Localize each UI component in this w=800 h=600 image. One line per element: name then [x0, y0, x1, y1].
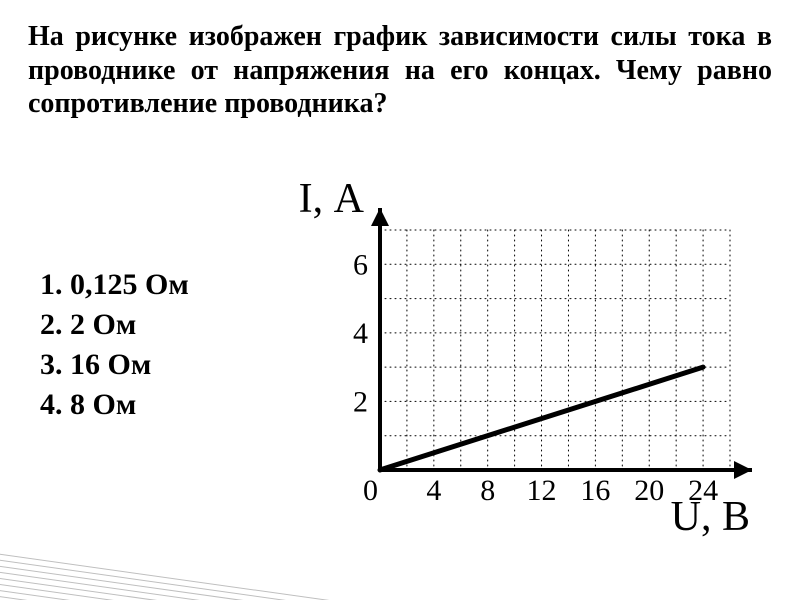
svg-text:4: 4 — [353, 317, 368, 350]
svg-text:2: 2 — [353, 385, 368, 418]
svg-text:12: 12 — [527, 474, 557, 507]
answer-option: 1. 0,125 Ом — [40, 268, 189, 302]
svg-text:16: 16 — [580, 474, 610, 507]
answer-option: 2. 2 Ом — [40, 308, 189, 342]
svg-text:6: 6 — [353, 248, 368, 281]
answer-option: 3. 16 Ом — [40, 348, 189, 382]
svg-text:8: 8 — [480, 474, 495, 507]
iv-chart-svg: 24648121620240I, АU, В — [300, 180, 780, 550]
answer-option: 4. 8 Ом — [40, 388, 189, 422]
corner-stripes-decoration — [0, 521, 333, 600]
svg-text:I, А: I, А — [300, 180, 365, 222]
answer-list: 1. 0,125 Ом 2. 2 Ом 3. 16 Ом 4. 8 Ом — [40, 268, 189, 428]
slide: На рисунке изображен график зависимости … — [0, 0, 800, 600]
svg-text:U, В: U, В — [671, 494, 750, 540]
svg-text:0: 0 — [363, 474, 378, 507]
svg-text:4: 4 — [426, 474, 441, 507]
iv-chart: 24648121620240I, АU, В — [300, 180, 780, 550]
question-text: На рисунке изображен график зависимости … — [28, 20, 772, 121]
svg-text:20: 20 — [634, 474, 664, 507]
